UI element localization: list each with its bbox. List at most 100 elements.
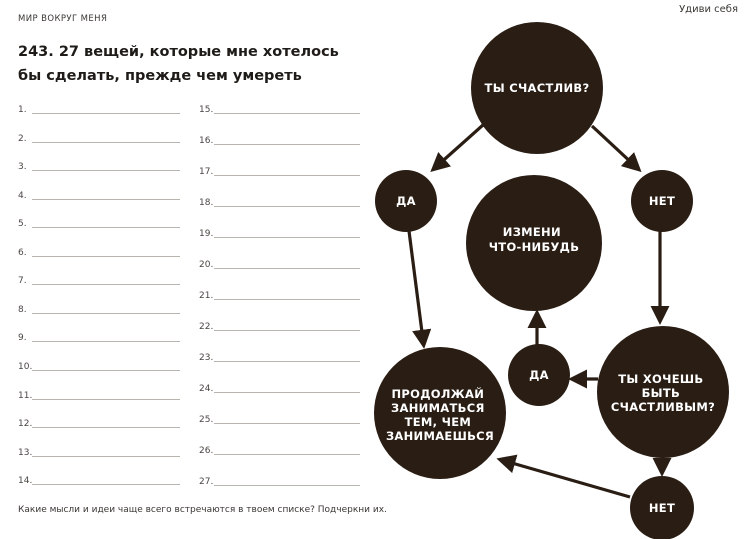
- list-item: 9.: [18, 329, 180, 343]
- write-in-line[interactable]: [32, 341, 180, 343]
- list-item: 6.: [18, 244, 180, 258]
- list-item: 20.: [199, 256, 360, 270]
- list-item-number: 23.: [199, 353, 214, 363]
- write-in-line[interactable]: [32, 369, 180, 371]
- label-no-top: НЕТ: [649, 194, 675, 208]
- label-yes-top: ДА: [396, 194, 416, 208]
- list-item-number: 14.: [18, 476, 33, 487]
- list-item: 2.: [18, 130, 180, 144]
- write-in-line[interactable]: [32, 227, 180, 229]
- list-item-number: 3.: [18, 162, 27, 173]
- write-in-line[interactable]: [32, 455, 180, 457]
- write-in-line[interactable]: [214, 237, 360, 238]
- write-in-line[interactable]: [32, 284, 180, 286]
- write-in-line[interactable]: [32, 312, 180, 314]
- write-in-line[interactable]: [214, 175, 360, 176]
- arrow-happy-to-no: [590, 124, 642, 173]
- list-item-number: 15.: [199, 105, 214, 115]
- label-continue-3: ТЕМ, ЧЕМ: [405, 415, 472, 429]
- write-in-line[interactable]: [32, 427, 180, 429]
- write-in-line[interactable]: [214, 485, 360, 486]
- list-item-number: 6.: [18, 247, 27, 258]
- label-continue-4: ЗАНИМАЕШЬСЯ: [386, 429, 494, 443]
- list-item-number: 16.: [199, 136, 214, 146]
- label-continue: ПРОДОЛЖАЙ ЗАНИМАТЬСЯ ТЕМ, ЧЕМ ЗАНИМАЕШЬС…: [386, 386, 494, 443]
- write-in-line[interactable]: [214, 454, 360, 455]
- node-happy-question: [471, 22, 603, 154]
- list-item: 12.: [18, 415, 180, 429]
- title-line-2: бы сделать, прежде чем умереть: [18, 68, 302, 84]
- write-in-line[interactable]: [32, 398, 180, 400]
- node-want-happy: [597, 326, 729, 458]
- list-item-number: 26.: [199, 446, 214, 456]
- list-item-number: 24.: [199, 384, 214, 394]
- list-item-number: 4.: [18, 190, 27, 201]
- list-item: 24.: [199, 380, 360, 394]
- write-in-line[interactable]: [32, 113, 180, 114]
- list-item-number: 2.: [18, 133, 27, 144]
- list-item-number: 7.: [18, 276, 27, 287]
- write-in-line[interactable]: [214, 113, 360, 114]
- list-item: 4.: [18, 187, 180, 201]
- list-item: 17.: [199, 163, 360, 177]
- write-in-line[interactable]: [32, 484, 180, 486]
- write-in-line[interactable]: [32, 141, 180, 143]
- label-change-1: ИЗМЕНИ: [503, 225, 561, 239]
- book-title: Удиви себя: [679, 4, 738, 15]
- list-item-number: 22.: [199, 322, 214, 332]
- node-no-top: [631, 170, 693, 232]
- list-item: 7.: [18, 272, 180, 286]
- list-item: 11.: [18, 387, 180, 401]
- write-in-line[interactable]: [32, 198, 180, 200]
- list-item: 18.: [199, 194, 360, 208]
- list-item: 25.: [199, 411, 360, 425]
- list-item-number: 20.: [199, 260, 214, 270]
- node-no-bottom: [630, 476, 694, 539]
- node-change: [466, 175, 602, 311]
- write-in-line[interactable]: [32, 170, 180, 172]
- list-item: 21.: [199, 287, 360, 301]
- write-in-line[interactable]: [214, 206, 360, 207]
- list-item-number: 10.: [18, 361, 33, 372]
- label-want-happy-3: СЧАСТЛИВЫМ?: [611, 400, 715, 414]
- label-want-happy: ТЫ ХОЧЕШЬ БЫТЬ СЧАСТЛИВЫМ?: [611, 372, 715, 414]
- write-in-line[interactable]: [32, 255, 180, 257]
- list-item-number: 19.: [199, 229, 214, 239]
- list-item: 19.: [199, 225, 360, 239]
- label-no-bottom: НЕТ: [649, 501, 675, 515]
- list-item-number: 21.: [199, 291, 214, 301]
- section-title: МИР ВОКРУГ МЕНЯ: [18, 14, 108, 24]
- node-yes-top: [375, 170, 437, 232]
- list-item: 22.: [199, 318, 360, 332]
- label-happy-question: ТЫ СЧАСТЛИВ?: [485, 81, 590, 95]
- list-item: 16.: [199, 132, 360, 146]
- list-item-number: 17.: [199, 167, 214, 177]
- write-in-line[interactable]: [214, 268, 360, 269]
- node-yes-mid: [508, 344, 570, 406]
- list-item-number: 8.: [18, 304, 27, 315]
- list-item-number: 27.: [199, 477, 214, 487]
- node-continue: [374, 347, 506, 479]
- list-item-number: 18.: [199, 198, 214, 208]
- label-continue-2: ЗАНИМАТЬСЯ: [391, 401, 485, 415]
- write-in-line[interactable]: [214, 392, 360, 393]
- write-in-line[interactable]: [214, 361, 360, 362]
- write-in-line[interactable]: [214, 144, 360, 145]
- list-item: 14.: [18, 472, 180, 486]
- write-in-line[interactable]: [214, 330, 360, 331]
- footer-question: Какие мысли и идеи чаще всего встречаютс…: [18, 505, 387, 515]
- write-in-line[interactable]: [214, 299, 360, 300]
- write-in-line[interactable]: [214, 423, 360, 424]
- list-item-number: 1.: [18, 105, 27, 115]
- label-want-happy-2: БЫТЬ: [642, 386, 681, 400]
- list-item: 23.: [199, 349, 360, 363]
- arrow-no-to-continue: [496, 454, 631, 499]
- label-want-happy-1: ТЫ ХОЧЕШЬ: [618, 372, 703, 386]
- list-item-number: 9.: [18, 333, 27, 344]
- label-continue-1: ПРОДОЛЖАЙ: [391, 386, 484, 401]
- list-item-number: 13.: [18, 447, 33, 458]
- label-yes-mid: ДА: [529, 368, 549, 382]
- label-change-2: ЧТО-НИБУДЬ: [489, 240, 580, 254]
- arrow-yes-to-continue: [407, 230, 432, 349]
